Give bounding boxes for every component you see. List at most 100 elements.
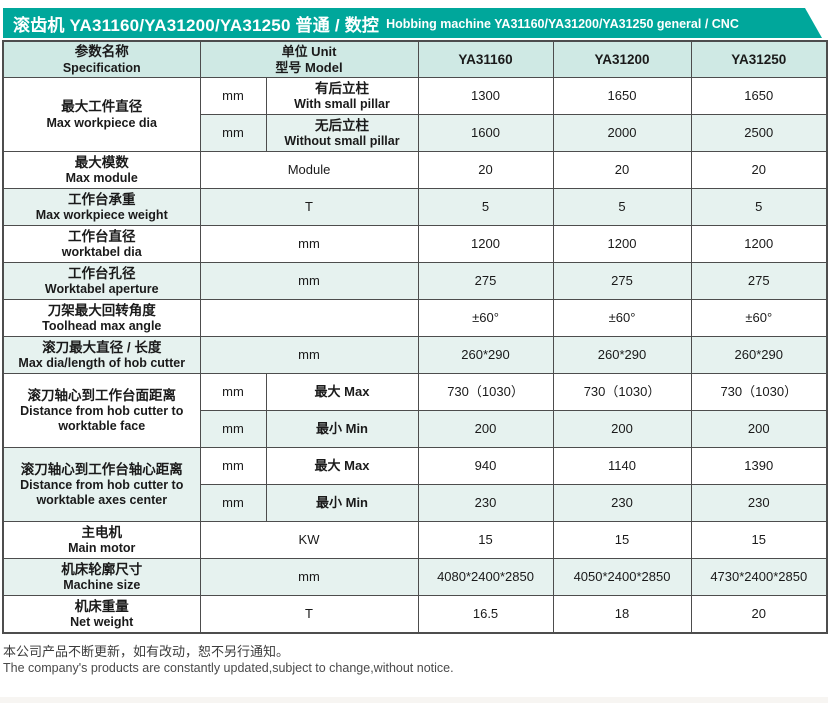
bottom-strip: [0, 697, 828, 703]
table-row: 刀架最大回转角度 Toolhead max angle ±60° ±60° ±6…: [2, 299, 828, 338]
disclaimer-en: The company's products are constantly up…: [3, 660, 454, 675]
param-en: Max workpiece weight: [35, 208, 168, 223]
value-cell: 1200: [690, 225, 828, 264]
value-cell: 16.5: [417, 595, 554, 634]
value-cell: 20: [417, 151, 554, 190]
value-cell: 4080*2400*2850: [417, 558, 554, 597]
value-cell: 1200: [417, 225, 554, 264]
param-net-weight: 机床重量 Net weight: [2, 595, 201, 634]
title-en: Hobbing machine YA31160/YA31200/YA31250 …: [386, 17, 739, 31]
unit-cell: T: [199, 595, 419, 634]
sublabel-en: With small pillar: [294, 97, 390, 112]
value-cell: ±60°: [690, 299, 828, 338]
param-en: Main motor: [68, 541, 136, 556]
unit-cell: mm: [199, 484, 267, 523]
table-row: mm 最小 Min 200 200 200: [3, 410, 828, 449]
unit-cell: mm: [199, 114, 267, 153]
value-cell: 2500: [690, 114, 828, 153]
value-cell: 5: [552, 188, 692, 227]
unit-cell: mm: [199, 373, 267, 412]
table-row: 滚刀轴心到工作台轴心距离 Distance from hob cutter to…: [2, 447, 828, 523]
unit-cell: mm: [199, 447, 267, 486]
disclaimer-zh: 本公司产品不断更新，如有改动，恕不另行通知。: [3, 643, 290, 659]
param-worktable-aperture: 工作台孔径 Worktabel aperture: [2, 262, 201, 301]
param-en: Net weight: [70, 614, 134, 629]
value-cell: 260*290: [552, 336, 692, 375]
value-cell: 275: [690, 262, 828, 301]
sublabel-with-small-pillar: 有后立柱 With small pillar: [265, 77, 419, 116]
value-cell: 730（1030）: [552, 373, 692, 412]
param-en: Distance from hob cutter to worktable ax…: [20, 478, 184, 507]
table-row: 滚刀最大直径 / 长度 Max dia/length of hob cutter…: [2, 336, 828, 375]
param-machine-size: 机床轮廓尺寸 Machine size: [2, 558, 201, 597]
value-cell: 1140: [552, 447, 692, 486]
unit-cell: mm: [199, 262, 419, 301]
header-specification: 参数名称 Specification: [2, 40, 201, 79]
value-cell: 275: [417, 262, 554, 301]
table-row: 最大工件直径 Max workpiece dia mm 有后立柱 With sm…: [2, 77, 828, 153]
value-cell: 5: [690, 188, 828, 227]
value-cell: 1650: [552, 77, 692, 116]
value-cell: 1650: [690, 77, 828, 116]
value-cell: 230: [417, 484, 554, 523]
param-zh: 滚刀轴心到工作台轴心距离: [20, 462, 183, 478]
sublabel-max: 最大 Max: [265, 447, 419, 486]
value-cell: 730（1030）: [690, 373, 828, 412]
unit-cell: Module: [199, 151, 419, 190]
param-zh: 滚刀最大直径 / 长度: [42, 339, 162, 355]
table-row: 工作台直径 worktabel dia mm 1200 1200 1200: [2, 225, 828, 264]
title-banner: 滚齿机 YA31160/YA31200/YA31250 普通 / 数控 Hobb…: [3, 8, 822, 38]
table-header-row: 参数名称 Specification 单位 Unit 型号 Model YA31…: [2, 40, 828, 79]
value-cell: 15: [552, 521, 692, 560]
param-en: Max dia/length of hob cutter: [18, 356, 186, 371]
unit-cell: T: [199, 188, 419, 227]
value-cell: 4730*2400*2850: [690, 558, 828, 597]
unit-cell: mm: [199, 225, 419, 264]
value-cell: 5: [417, 188, 554, 227]
value-cell: 4050*2400*2850: [552, 558, 692, 597]
value-cell: ±60°: [552, 299, 692, 338]
table-row: 滚刀轴心到工作台面距离 Distance from hob cutter to …: [2, 373, 828, 449]
unit-cell: KW: [199, 521, 419, 560]
param-max-module: 最大模数 Max module: [2, 151, 201, 190]
value-cell: 200: [552, 410, 692, 449]
param-en: Max workpiece dia: [46, 115, 157, 130]
value-cell: 260*290: [417, 336, 554, 375]
unit-cell: mm: [199, 410, 267, 449]
param-max-dia-length-hob-cutter: 滚刀最大直径 / 长度 Max dia/length of hob cutter: [2, 336, 201, 375]
value-cell: 940: [417, 447, 554, 486]
value-cell: 15: [690, 521, 828, 560]
param-zh: 机床轮廓尺寸: [61, 561, 143, 577]
value-cell: 1390: [690, 447, 828, 486]
header-unit-label: 单位 Unit: [281, 44, 337, 59]
sublabel-zh: 有后立柱: [315, 80, 369, 96]
param-zh: 机床重量: [74, 598, 129, 614]
table-row: 工作台承重 Max workpiece weight T 5 5 5: [2, 188, 828, 227]
sublabel-zh: 无后立柱: [315, 117, 369, 133]
header-model-ya31250: YA31250: [690, 40, 828, 79]
sublabel-without-small-pillar: 无后立柱 Without small pillar: [265, 114, 419, 153]
param-zh: 刀架最大回转角度: [47, 302, 156, 318]
header-spec-zh: 参数名称: [74, 44, 129, 60]
param-max-workpiece-dia: 最大工件直径 Max workpiece dia: [2, 77, 201, 153]
param-en: Distance from hob cutter to worktable fa…: [20, 404, 184, 433]
table-row: 机床轮廓尺寸 Machine size mm 4080*2400*2850 40…: [2, 558, 828, 597]
table-row: 机床重量 Net weight T 16.5 18 20: [2, 595, 828, 634]
unit-cell: mm: [199, 558, 419, 597]
disclaimer: 本公司产品不断更新，如有改动，恕不另行通知。 The company's pro…: [3, 641, 828, 675]
header-model-ya31160: YA31160: [417, 40, 554, 79]
header-unit-model: 单位 Unit 型号 Model: [199, 40, 419, 79]
value-cell: ±60°: [417, 299, 554, 338]
value-cell: 275: [552, 262, 692, 301]
param-en: Worktabel aperture: [44, 282, 159, 297]
value-cell: 1300: [417, 77, 554, 116]
param-en: Toolhead max angle: [42, 319, 162, 334]
value-cell: 260*290: [690, 336, 828, 375]
table-row: 最大模数 Max module Module 20 20 20: [2, 151, 828, 190]
unit-cell: mm: [199, 336, 419, 375]
param-worktable-dia: 工作台直径 worktabel dia: [2, 225, 201, 264]
unit-cell: mm: [199, 77, 267, 116]
value-cell: 200: [417, 410, 554, 449]
value-cell: 1600: [417, 114, 554, 153]
param-zh: 最大模数: [74, 154, 129, 170]
